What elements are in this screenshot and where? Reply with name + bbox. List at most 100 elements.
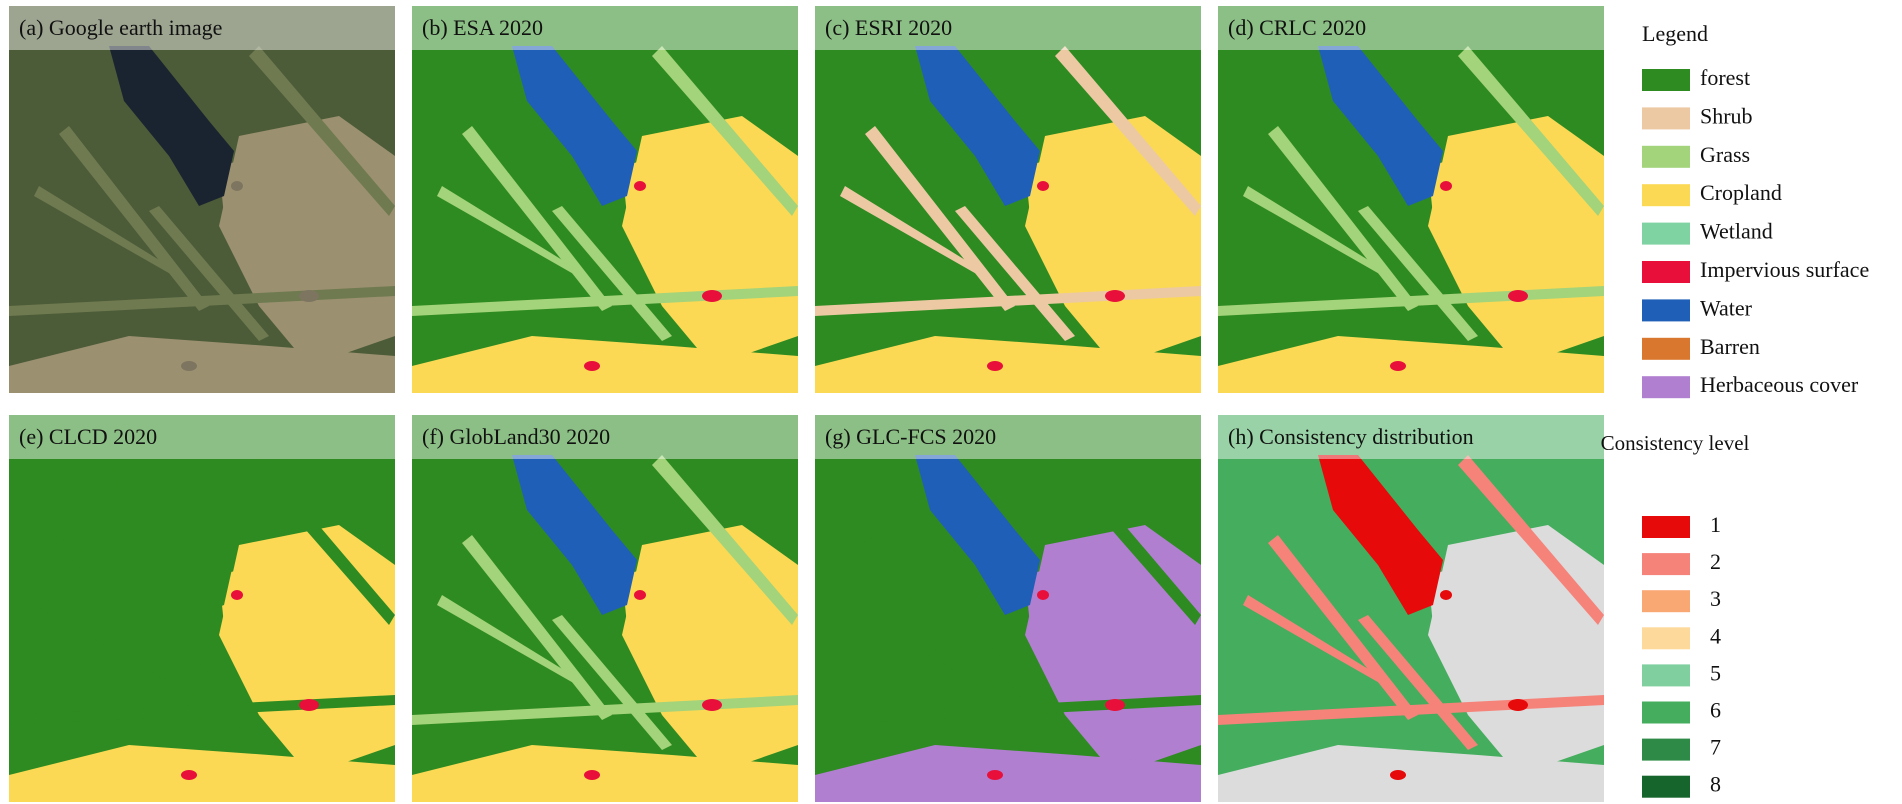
settlement [987, 770, 1003, 780]
settlement [1105, 290, 1125, 302]
legend-label: Cropland [1700, 180, 1782, 205]
grass-strip [815, 695, 1201, 725]
grass-strip [149, 206, 269, 341]
level-label: 4 [1710, 623, 1721, 648]
grass-strip [34, 595, 174, 685]
title-band [9, 6, 395, 50]
settlement [1105, 699, 1125, 711]
level-label: 8 [1710, 772, 1721, 797]
lake [1318, 46, 1443, 206]
title-band [9, 415, 395, 459]
legend-swatch [1642, 337, 1690, 360]
legend-swatch [1642, 261, 1690, 283]
grass-strip [1268, 126, 1418, 311]
legend-swatch [1642, 69, 1690, 91]
cropland-area [1025, 565, 1075, 625]
cropland-area [219, 565, 269, 625]
settlement [181, 361, 197, 371]
legend-title: Legend [1642, 21, 1708, 46]
panel-title: (e) CLCD 2020 [19, 424, 157, 449]
grass-strip [1458, 46, 1604, 216]
settlement [231, 590, 243, 600]
grass-strip [249, 46, 395, 216]
grass-strip [652, 46, 798, 216]
legend-label: Impervious surface [1700, 257, 1869, 282]
grass-strip [437, 186, 577, 276]
settlement [1037, 590, 1049, 600]
settlement [634, 590, 646, 600]
settlement [1508, 699, 1528, 711]
map-panel: (e) CLCD 2020 [9, 415, 395, 802]
grass-strip [59, 126, 209, 311]
settlement [702, 290, 722, 302]
consistency-title: Consistency level [1600, 431, 1750, 455]
legend-swatch [1642, 376, 1690, 399]
lake [915, 46, 1040, 206]
settlement [1037, 181, 1049, 191]
grass-strip [1055, 46, 1201, 216]
settlement [181, 770, 197, 780]
lake [109, 455, 234, 615]
legend-label: Grass [1700, 142, 1750, 167]
grass-strip [840, 186, 980, 276]
title-band [412, 415, 798, 459]
level-label: 6 [1710, 698, 1721, 723]
level-swatch [1642, 627, 1690, 650]
legend-swatch [1642, 107, 1690, 130]
title-band [1218, 415, 1604, 459]
grass-strip [1458, 455, 1604, 625]
grass-strip [1055, 455, 1201, 625]
level-label: 7 [1710, 735, 1721, 760]
grass-strip [9, 286, 395, 316]
cropland-area [1428, 156, 1478, 216]
grass-strip [865, 126, 1015, 311]
cropland-area [9, 336, 395, 393]
title-band [815, 415, 1201, 459]
grass-strip [412, 286, 798, 316]
panel-title: (b) ESA 2020 [422, 15, 543, 40]
map-panel: (h) Consistency distribution [1218, 415, 1604, 802]
legend-swatch [1642, 145, 1690, 168]
map-panel: (g) GLC-FCS 2020 [815, 415, 1201, 802]
legend-label: forest [1700, 65, 1750, 90]
grass-strip [59, 535, 209, 720]
cropland-area [9, 745, 395, 802]
title-band [1218, 6, 1604, 50]
cropland-area [622, 156, 672, 216]
settlement [987, 361, 1003, 371]
lake [512, 455, 637, 615]
grass-strip [955, 615, 1075, 750]
grass-strip [1358, 615, 1478, 750]
settlement [1440, 590, 1452, 600]
grass-strip [1243, 595, 1383, 685]
settlement [1390, 361, 1406, 371]
lake [915, 455, 1040, 615]
legend-swatch [1642, 222, 1690, 245]
map-panel: (d) CRLC 2020 [1218, 6, 1604, 393]
grass-strip [552, 206, 672, 341]
settlement [231, 181, 243, 191]
cropland-area [219, 156, 269, 216]
grass-strip [34, 186, 174, 276]
panel-title: (a) Google earth image [19, 15, 222, 40]
map-panel: (b) ESA 2020 [412, 6, 798, 393]
settlement [1390, 770, 1406, 780]
grass-strip [437, 595, 577, 685]
settlement [702, 699, 722, 711]
settlement [1508, 290, 1528, 302]
grass-strip [840, 595, 980, 685]
level-swatch [1642, 590, 1690, 613]
cropland-area [1428, 565, 1478, 625]
cropland-area [1218, 336, 1604, 393]
cropland-area [1218, 745, 1604, 802]
panel-title: (g) GLC-FCS 2020 [825, 424, 996, 449]
level-label: 5 [1710, 660, 1721, 685]
map-panel: (c) ESRI 2020 [815, 6, 1201, 393]
grass-strip [552, 615, 672, 750]
settlement [584, 361, 600, 371]
level-label: 1 [1710, 512, 1721, 537]
lake [512, 46, 637, 206]
grass-strip [1268, 535, 1418, 720]
settlement [299, 290, 319, 302]
title-band [815, 6, 1201, 50]
